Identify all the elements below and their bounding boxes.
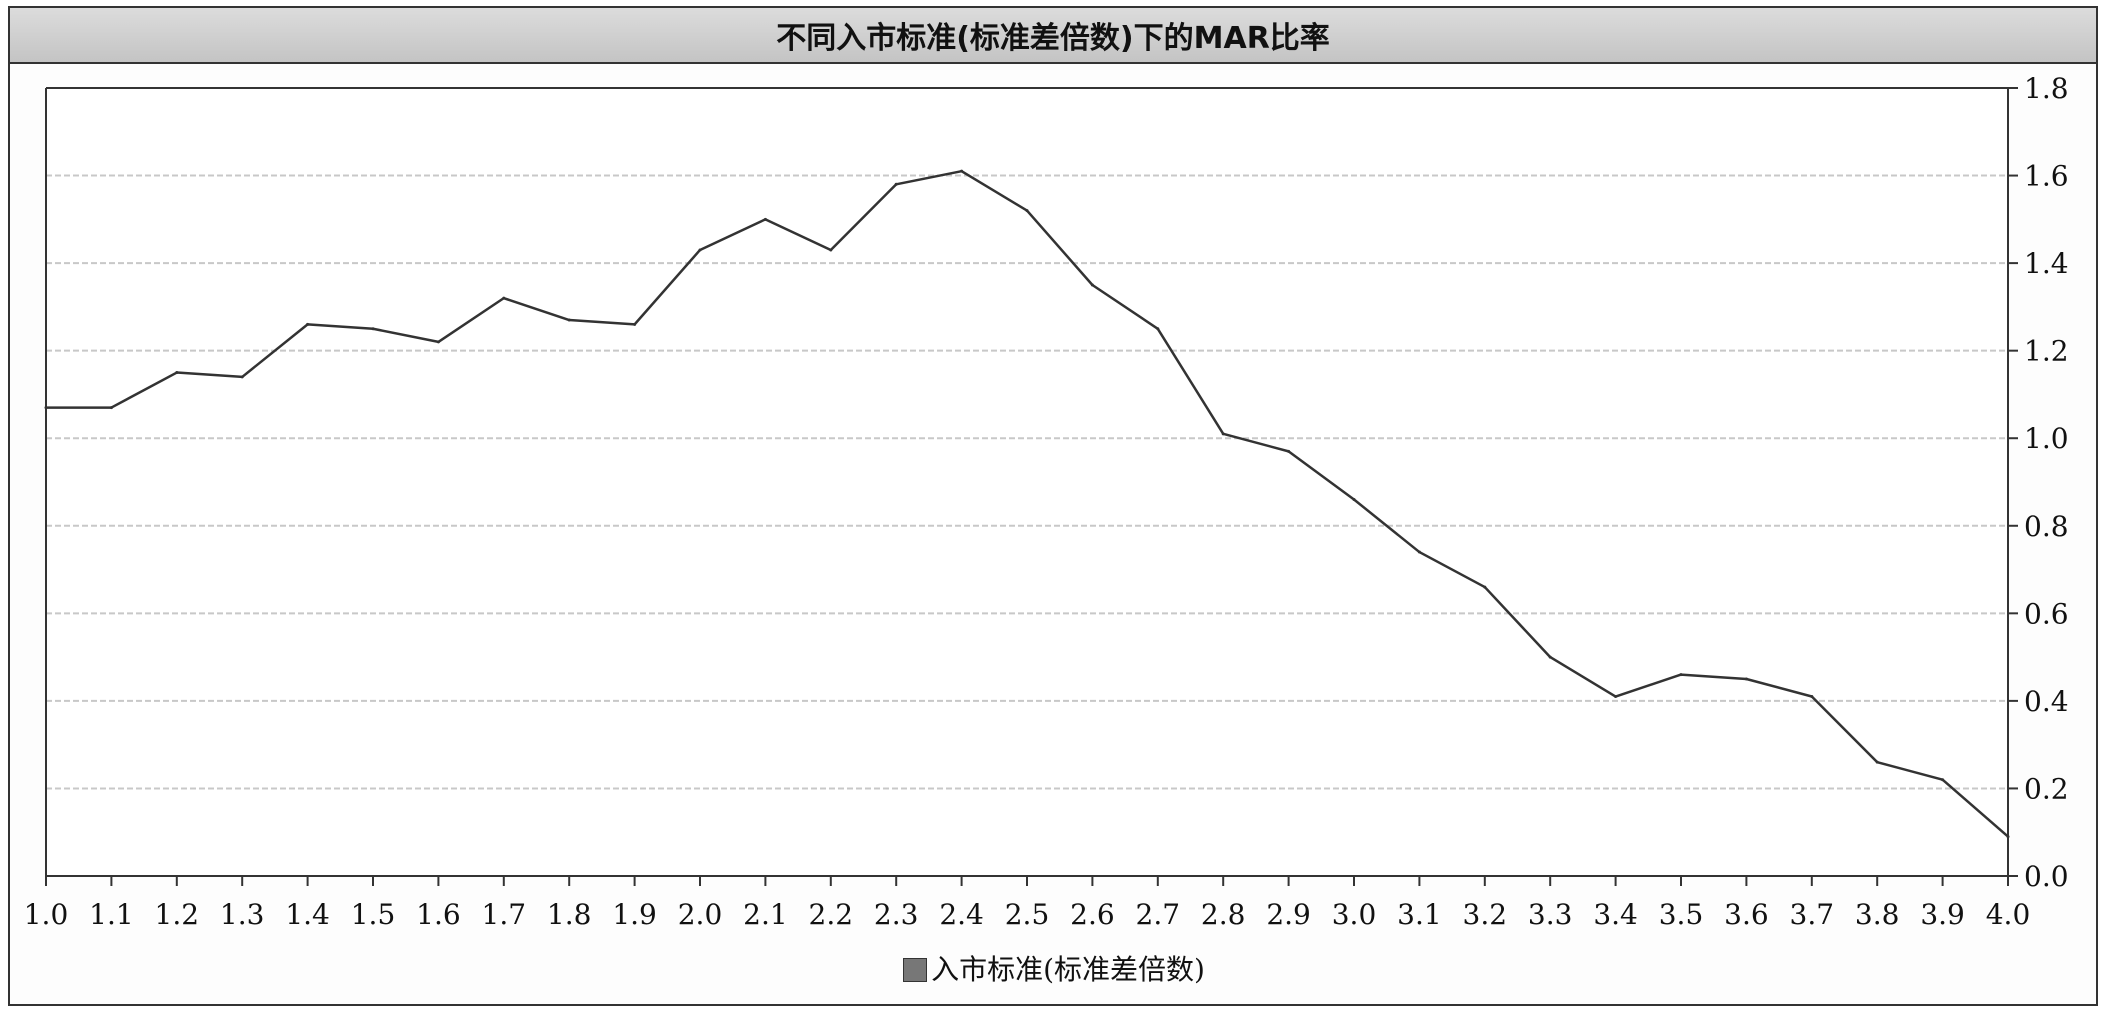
data-point — [633, 322, 637, 326]
data-point — [306, 322, 310, 326]
x-tick-label: 2.2 — [809, 898, 854, 931]
data-point — [1352, 498, 1356, 502]
data-point — [1025, 209, 1029, 213]
x-tick-label: 1.7 — [482, 898, 527, 931]
chart-title: 不同入市标准(标准差倍数)下的MAR比率 — [776, 21, 1330, 56]
y-tick-label: 0.0 — [2024, 860, 2069, 893]
data-point — [1614, 695, 1618, 699]
data-point — [1744, 677, 1748, 681]
x-tick-label: 1.2 — [155, 898, 200, 931]
data-point — [960, 169, 964, 173]
x-tick-label: 1.8 — [547, 898, 592, 931]
data-point — [175, 371, 179, 375]
chart-title-bar: 不同入市标准(标准差倍数)下的MAR比率 — [10, 8, 2096, 64]
x-tick-label: 1.5 — [351, 898, 396, 931]
data-point — [829, 248, 833, 252]
data-point — [567, 318, 571, 322]
data-point — [1287, 449, 1291, 453]
x-tick-label: 2.7 — [1136, 898, 1181, 931]
x-tick-label: 1.4 — [285, 898, 330, 931]
y-tick-label: 0.2 — [2024, 772, 2069, 805]
x-tick-label: 3.8 — [1855, 898, 1900, 931]
data-point — [1875, 760, 1879, 764]
x-tick-label: 3.5 — [1659, 898, 1704, 931]
y-tick-label: 0.6 — [2024, 597, 2069, 630]
x-tick-label: 2.3 — [874, 898, 919, 931]
data-point — [1810, 695, 1814, 699]
y-tick-label: 1.4 — [2024, 247, 2069, 280]
x-tick-label: 3.7 — [1790, 898, 1835, 931]
x-tick-label: 2.8 — [1201, 898, 1246, 931]
y-tick-label: 0.8 — [2024, 510, 2069, 543]
legend-swatch-icon — [903, 958, 928, 982]
data-point — [1679, 673, 1683, 677]
x-tick-label: 3.4 — [1593, 898, 1638, 931]
x-tick-label: 1.9 — [612, 898, 657, 931]
data-point — [240, 375, 244, 379]
x-tick-label: 1.3 — [220, 898, 265, 931]
x-tick-label: 1.0 — [24, 898, 69, 931]
data-point — [1941, 778, 1945, 782]
data-point — [1090, 283, 1094, 287]
x-tick-label: 1.6 — [416, 898, 461, 931]
x-tick-label: 2.1 — [743, 898, 788, 931]
y-tick-label: 1.8 — [2024, 72, 2069, 105]
x-tick-label: 2.9 — [1266, 898, 1311, 931]
data-point — [502, 296, 506, 300]
chart-legend: 入市标准(标准差倍数) — [0, 948, 2108, 988]
data-point — [436, 340, 440, 344]
data-point — [1221, 432, 1225, 436]
data-point — [44, 406, 48, 410]
data-point — [894, 182, 898, 186]
y-tick-label: 1.2 — [2024, 335, 2069, 368]
data-point — [1417, 550, 1421, 554]
data-point — [1548, 655, 1552, 659]
legend-label: 入市标准(标准差倍数) — [931, 953, 1205, 986]
x-tick-label: 1.1 — [89, 898, 134, 931]
x-tick-label: 2.6 — [1070, 898, 1115, 931]
x-tick-label: 3.2 — [1463, 898, 1508, 931]
x-tick-label: 2.5 — [1005, 898, 1050, 931]
x-tick-label: 3.1 — [1397, 898, 1442, 931]
data-point — [109, 406, 113, 410]
y-tick-label: 1.0 — [2024, 422, 2069, 455]
data-point — [371, 327, 375, 331]
data-point — [763, 217, 767, 221]
x-tick-label: 4.0 — [1986, 898, 2031, 931]
data-point — [1156, 327, 1160, 331]
x-tick-label: 3.3 — [1528, 898, 1573, 931]
x-tick-label: 2.4 — [939, 898, 984, 931]
x-tick-label: 3.9 — [1920, 898, 1965, 931]
data-point — [2006, 835, 2010, 839]
x-tick-label: 2.0 — [678, 898, 723, 931]
x-tick-label: 3.6 — [1724, 898, 1769, 931]
data-point — [698, 248, 702, 252]
x-tick-label: 3.0 — [1332, 898, 1377, 931]
plot-area — [46, 88, 2008, 876]
data-point — [1483, 585, 1487, 589]
y-tick-label: 1.6 — [2024, 160, 2069, 193]
y-tick-label: 0.4 — [2024, 685, 2069, 718]
